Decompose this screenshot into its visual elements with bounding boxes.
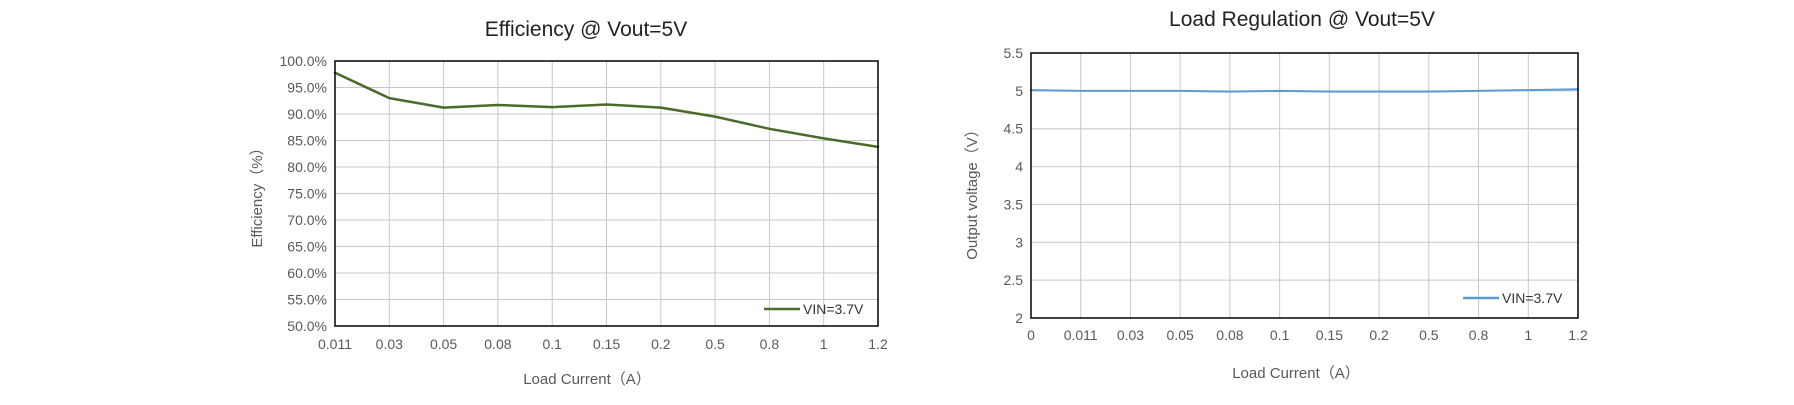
load-regulation-series bbox=[1030, 88, 1579, 93]
efficiency-y-ticks: 50.0% 55.0% 60.0% 65.0% 70.0% 75.0% 80.0% 85.0%… bbox=[280, 53, 327, 334]
load-regulation-plot-frame bbox=[1030, 52, 1579, 319]
efficiency-y-tick-label: 70.0% bbox=[287, 212, 327, 228]
efficiency-plot-frame bbox=[334, 60, 879, 327]
load-regulation-x-tick-label: 0.8 bbox=[1469, 327, 1489, 343]
efficiency-y-tick-label: 65.0% bbox=[287, 239, 327, 255]
efficiency-x-tick-label: 0.03 bbox=[376, 336, 403, 352]
load-regulation-y-ticks: 2 2.5 3 3.5 4 4.5 5 5.5 bbox=[1004, 45, 1024, 326]
load-regulation-x-axis-label: Load Current（A） bbox=[1232, 365, 1360, 382]
load-regulation-x-tick-label: 0 bbox=[1027, 327, 1035, 343]
load-regulation-x-tick-label: 0.5 bbox=[1419, 327, 1439, 343]
efficiency-y-tick-label: 85.0% bbox=[287, 133, 327, 149]
load-regulation-y-tick-label: 5 bbox=[1015, 83, 1023, 99]
load-regulation-x-tick-label: 0.1 bbox=[1270, 327, 1290, 343]
load-regulation-chart-title: Load Regulation @ Vout=5V bbox=[1169, 8, 1435, 31]
efficiency-y-tick-label: 50.0% bbox=[287, 318, 327, 334]
load-regulation-x-tick-label: 1 bbox=[1524, 327, 1532, 343]
load-regulation-x-tick-label: 0.03 bbox=[1117, 327, 1144, 343]
efficiency-x-tick-label: 0.011 bbox=[318, 336, 352, 352]
efficiency-y-axis-label: Efficiency（%） bbox=[249, 140, 266, 247]
efficiency-y-tick-label: 95.0% bbox=[287, 80, 327, 96]
load-regulation-y-tick-label: 3.5 bbox=[1004, 196, 1024, 212]
efficiency-series-line bbox=[333, 71, 880, 149]
efficiency-x-tick-label: 1.2 bbox=[868, 336, 888, 352]
load-regulation-x-tick-label: 0.2 bbox=[1369, 327, 1389, 343]
load-regulation-x-tick-label: 0.011 bbox=[1064, 327, 1098, 343]
load-regulation-x-tick-label: 0.05 bbox=[1167, 327, 1194, 343]
load-regulation-legend-label: VIN=3.7V bbox=[1502, 290, 1563, 306]
efficiency-y-tick-label: 90.0% bbox=[287, 106, 327, 122]
load-regulation-y-tick-label: 4.5 bbox=[1004, 121, 1024, 137]
efficiency-x-tick-label: 0.5 bbox=[705, 336, 725, 352]
load-regulation-series-line bbox=[1030, 88, 1579, 93]
efficiency-x-ticks: 0.011 0.03 0.05 0.08 0.1 0.15 0.2 0.5 0.8 1 1.2 bbox=[318, 336, 888, 352]
efficiency-gridlines bbox=[334, 60, 879, 327]
efficiency-y-tick-label: 60.0% bbox=[287, 265, 327, 281]
efficiency-legend-label: VIN=3.7V bbox=[803, 301, 864, 317]
efficiency-y-tick-label: 100.0% bbox=[280, 53, 327, 69]
efficiency-chart-title: Efficiency @ Vout=5V bbox=[485, 18, 687, 41]
load-regulation-x-tick-label: 1.2 bbox=[1568, 327, 1588, 343]
load-regulation-y-tick-label: 4 bbox=[1015, 159, 1023, 175]
efficiency-y-tick-label: 75.0% bbox=[287, 186, 327, 202]
load-regulation-x-tick-label: 0.08 bbox=[1216, 327, 1243, 343]
efficiency-chart: Efficiency @ Vout=5V 50.0% 55.0% 60.0% 65.0… bbox=[249, 18, 888, 388]
load-regulation-chart: Load Regulation @ Vout=5V 2 2.5 3 3.5 4 4.5 5 5… bbox=[964, 8, 1588, 382]
efficiency-x-tick-label: 0.8 bbox=[760, 336, 780, 352]
efficiency-x-tick-label: 0.05 bbox=[430, 336, 457, 352]
load-regulation-y-tick-label: 2 bbox=[1015, 310, 1023, 326]
load-regulation-gridlines bbox=[1030, 52, 1579, 319]
efficiency-x-tick-label: 1 bbox=[820, 336, 828, 352]
load-regulation-y-tick-label: 3 bbox=[1015, 234, 1023, 250]
efficiency-x-tick-label: 0.1 bbox=[542, 336, 562, 352]
efficiency-x-tick-label: 0.15 bbox=[593, 336, 620, 352]
efficiency-y-tick-label: 80.0% bbox=[287, 159, 327, 175]
efficiency-legend: VIN=3.7V bbox=[764, 301, 864, 317]
load-regulation-x-ticks: 0 0.011 0.03 0.05 0.08 0.1 0.15 0.2 0.5 0.8 1 1.2 bbox=[1027, 327, 1588, 343]
load-regulation-y-tick-label: 5.5 bbox=[1004, 45, 1024, 61]
load-regulation-y-tick-label: 2.5 bbox=[1004, 272, 1024, 288]
efficiency-y-tick-label: 55.0% bbox=[287, 292, 327, 308]
efficiency-x-tick-label: 0.2 bbox=[651, 336, 671, 352]
load-regulation-legend: VIN=3.7V bbox=[1463, 290, 1563, 306]
efficiency-x-axis-label: Load Current（A） bbox=[523, 371, 651, 388]
efficiency-x-tick-label: 0.08 bbox=[484, 336, 511, 352]
load-regulation-y-axis-label: Output voltage（V） bbox=[964, 122, 981, 260]
load-regulation-x-tick-label: 0.15 bbox=[1316, 327, 1343, 343]
